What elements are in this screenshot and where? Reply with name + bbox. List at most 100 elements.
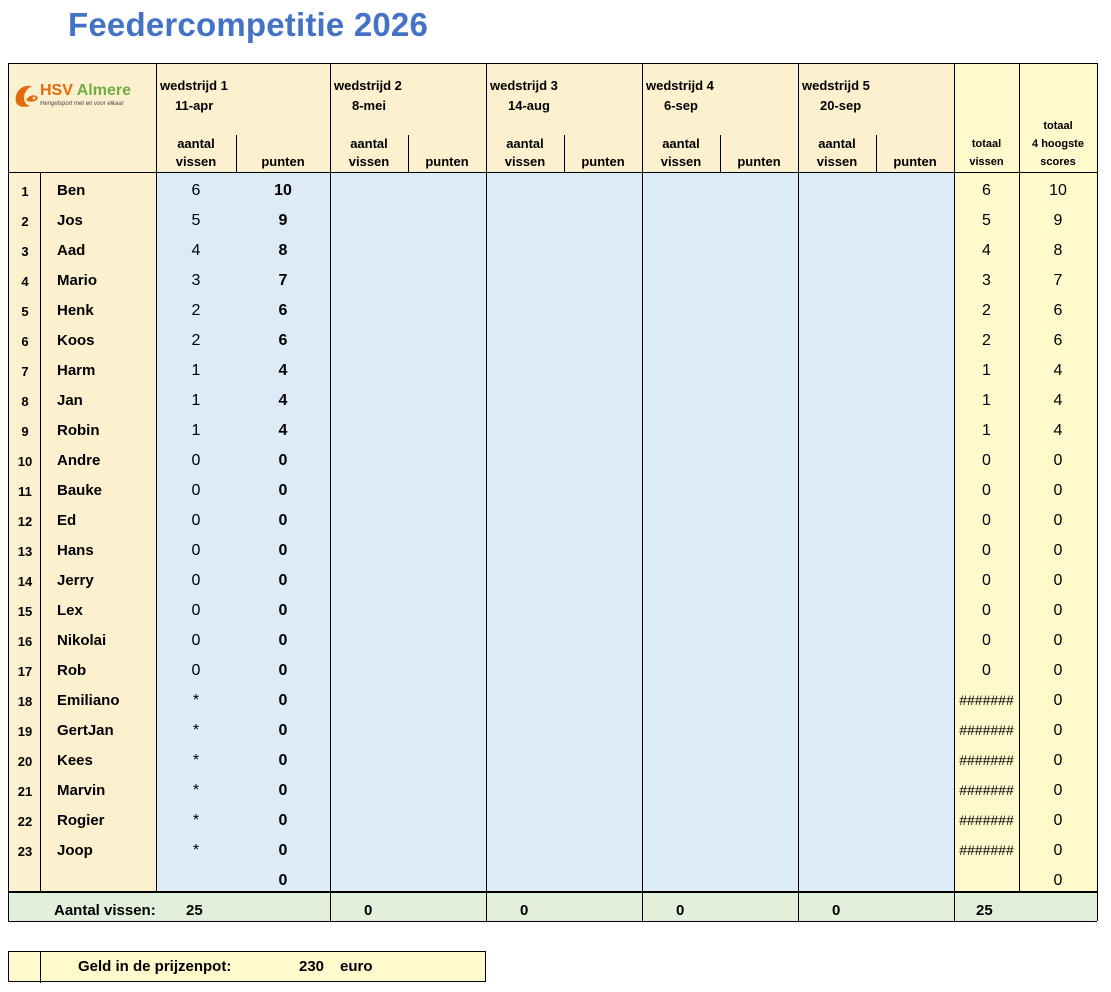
total-fish: 3 [982,272,991,289]
match-3-date: 14-aug [508,98,550,113]
match-total: 0 [364,902,373,919]
match-2-date: 8-mei [352,98,386,113]
points: 0 [278,812,288,829]
grid-line [1019,63,1020,891]
fish-count: 6 [191,182,201,199]
points: 0 [278,872,288,889]
total-fish: 1 [982,422,991,439]
total-fish: 2 [982,302,991,319]
player-name: Henk [57,302,94,319]
total-score: 0 [1053,812,1063,829]
prize-amount: 230 [299,958,325,975]
player-name: Lex [57,602,83,619]
match-total: 0 [832,902,841,919]
grid-line [8,63,1097,64]
totals-bg [954,63,1097,891]
points: 6 [278,302,288,319]
header-punten: punten [737,154,781,169]
points: 6 [278,332,288,349]
header-punten: punten [425,154,469,169]
header-aantal-vissen: aantal vissen [348,136,390,169]
total-score: 0 [1053,512,1063,529]
rank-cell: 7 [21,364,29,379]
total-fish: 4 [982,242,991,259]
total-fish: 1 [982,362,991,379]
fish-count: 4 [191,242,201,259]
total-fish: 6 [982,182,991,199]
points: 0 [278,482,288,499]
rank-cell: 1 [21,184,29,199]
grid-line [40,951,41,983]
total-score: 7 [1053,272,1063,289]
points: 4 [278,392,288,409]
rank-cell: 12 [17,514,33,529]
total-score: 0 [1053,692,1063,709]
header-punten: punten [581,154,625,169]
match-total: 0 [520,902,529,919]
header-aantal-vissen: aantal vissen [660,136,702,169]
fish-count: 1 [191,362,201,379]
grid-line [798,63,799,921]
header-aantal-vissen: aantal vissen [504,136,546,169]
player-name: GertJan [57,722,114,739]
match-5-label: wedstrijd 5 [802,78,870,93]
grid-line [408,135,409,172]
total-score: 0 [1053,842,1063,859]
rank-cell: 21 [17,784,33,799]
player-name: Aad [57,242,86,259]
player-name: Andre [57,452,101,469]
rank-cell: 2 [21,214,29,229]
fish-count: 0 [191,572,201,589]
fish-logo-icon [12,80,40,110]
player-name: Ben [57,182,86,199]
grid-line [954,63,955,921]
points: 0 [278,692,288,709]
points: 0 [278,602,288,619]
scores-bg [156,172,954,891]
points: 0 [278,782,288,799]
total-fish: 0 [982,632,991,649]
player-name: Harm [57,362,96,379]
player-name: Kees [57,752,93,769]
fish-count: * [192,722,200,739]
player-name: Joop [57,842,93,859]
logo-tagline: Hengelsport met en voor elkaar [40,101,124,107]
total-score: 0 [1053,572,1063,589]
fish-count: 3 [191,272,201,289]
points: 7 [278,272,288,289]
match-2-label: wedstrijd 2 [334,78,402,93]
player-name: Jan [57,392,83,409]
player-name: Emiliano [57,692,120,709]
header-punten: punten [261,154,305,169]
grand-total: 25 [976,902,993,919]
fish-count: 5 [191,212,201,229]
points: 0 [278,542,288,559]
player-name: Rogier [57,812,105,829]
prize-label: Geld in de prijzenpot: [78,958,232,975]
match-1-date: 11-apr [175,98,214,113]
fish-count: 0 [191,512,201,529]
grid-line [8,921,1097,922]
match-5-date: 20-sep [820,98,862,113]
total-score: 0 [1053,662,1063,679]
total-fish: 0 [982,602,991,619]
total-fish: 0 [982,482,991,499]
player-name: Robin [57,422,100,439]
total-score: 0 [1053,602,1063,619]
points: 4 [278,362,288,379]
rank-cell: 9 [21,424,29,439]
player-name: Bauke [57,482,103,499]
total-score: 4 [1053,362,1063,379]
points: 0 [278,722,288,739]
total-score: 0 [1053,782,1063,799]
match-3-label: wedstrijd 3 [490,78,558,93]
rank-cell: 8 [21,394,29,409]
player-name: Nikolai [57,632,107,649]
player-name: Jos [57,212,83,229]
player-name: Rob [57,662,87,679]
rank-cell: 3 [21,244,29,259]
fish-count: 0 [191,482,201,499]
logo-text: HSV Almere [40,82,131,99]
total-fish: ####### [959,752,1014,768]
total-fish: ####### [959,812,1014,828]
